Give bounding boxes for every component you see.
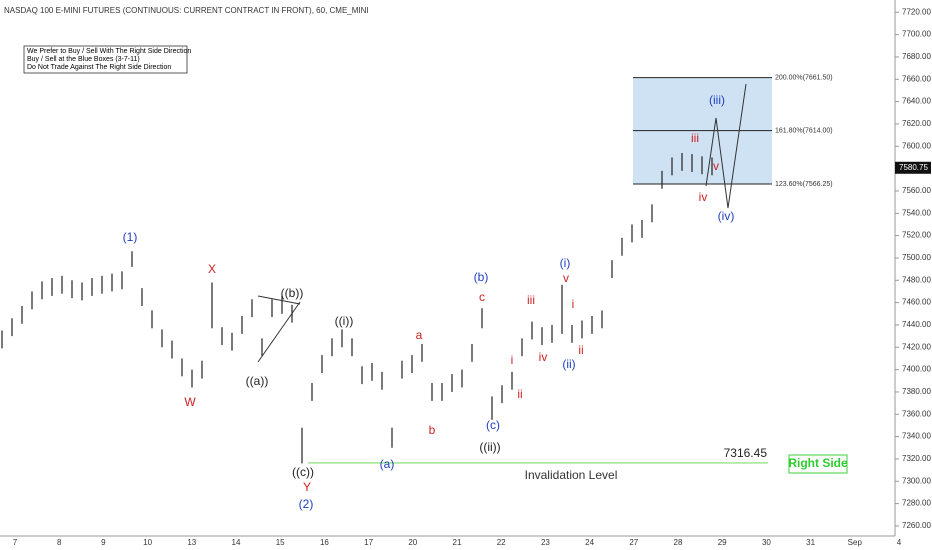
y-tick-label: 7620.00: [902, 119, 931, 128]
wave-label: ((b)): [281, 286, 304, 300]
wave-label: Y: [303, 480, 311, 494]
x-tick-label: 9: [101, 538, 106, 547]
y-tick-label: 7720.00: [902, 7, 931, 16]
wave-label: ((ii)): [479, 440, 500, 454]
wave-label: (1): [123, 230, 138, 244]
x-tick-label: Sep: [848, 538, 863, 547]
x-tick-label: 13: [187, 538, 196, 547]
wave-label: v: [713, 159, 719, 173]
wave-label: i: [511, 353, 514, 367]
wave-label: ii: [578, 343, 583, 357]
wave-label: b: [429, 423, 436, 437]
chart-title: NASDAQ 100 E-MINI FUTURES (CONTINUOUS: C…: [4, 6, 369, 15]
invalidation-value: 7316.45: [724, 446, 768, 460]
x-tick-label: 22: [497, 538, 506, 547]
y-tick-label: 7600.00: [902, 141, 931, 150]
x-tick-label: 14: [232, 538, 241, 547]
y-tick-label: 7700.00: [902, 30, 931, 39]
wave-label: iii: [691, 131, 699, 145]
right-side-box: [788, 454, 848, 474]
x-tick-label: 31: [806, 538, 815, 547]
x-tick-label: 16: [320, 538, 329, 547]
x-tick-label: 8: [57, 538, 62, 547]
triangle-line: [257, 295, 301, 305]
x-tick-label: 10: [143, 538, 152, 547]
wave-label: ((a)): [246, 374, 269, 388]
x-tick-label: 4: [897, 538, 902, 547]
wave-label: (2): [299, 497, 314, 511]
note: We Prefer to Buy / Sell With The Right S…: [27, 48, 191, 55]
x-tick-label: 15: [276, 538, 285, 547]
y-tick-label: 7640.00: [902, 97, 931, 106]
y-tick-label: 7420.00: [902, 342, 931, 351]
x-tick-label: 24: [585, 538, 594, 547]
y-tick-label: 7680.00: [902, 52, 931, 61]
y-tick-label: 7300.00: [902, 476, 931, 485]
y-tick-label: 7480.00: [902, 275, 931, 284]
y-tick-label: 7660.00: [902, 74, 931, 83]
x-tick-label: 20: [408, 538, 417, 547]
y-tick-label: 7320.00: [902, 454, 931, 463]
x-tick-label: 27: [629, 538, 638, 547]
wave-label: (iv): [718, 209, 735, 223]
price-tag: [895, 161, 931, 174]
wave-label: iii: [527, 293, 535, 307]
wave-label: (c): [486, 418, 500, 432]
fib-label: 123.60%(7566.25): [775, 181, 833, 188]
wave-label: ii: [517, 387, 522, 401]
y-tick-label: 7460.00: [902, 298, 931, 307]
y-tick-label: 7280.00: [902, 499, 931, 508]
x-tick-label: 30: [762, 538, 771, 547]
x-tick-label: 7: [13, 538, 18, 547]
y-tick-label: 7360.00: [902, 409, 931, 418]
fib-label: 200.00%(7661.50): [775, 74, 833, 81]
wave-label: X: [208, 262, 216, 276]
price-tag-label: 7580.75: [899, 163, 928, 172]
note: Buy / Sell at the Blue Boxes (3-7-11): [27, 56, 140, 63]
wave-label: W: [184, 395, 196, 409]
wave-label: (i): [560, 256, 571, 270]
y-tick-label: 7340.00: [902, 432, 931, 441]
wave-label: ((i)): [335, 314, 354, 328]
y-tick-label: 7400.00: [902, 365, 931, 374]
invalidation-label: Invalidation Level: [525, 468, 618, 482]
wave-label: i: [572, 297, 575, 311]
y-tick-label: 7520.00: [902, 231, 931, 240]
x-tick-label: 17: [364, 538, 373, 547]
wave-label: ((c)): [292, 465, 314, 479]
projection-path: [705, 83, 747, 209]
y-tick-label: 7260.00: [902, 521, 931, 530]
wave-label: v: [563, 271, 569, 285]
wave-label: (b): [474, 270, 489, 284]
y-tick-label: 7440.00: [902, 320, 931, 329]
wave-label: a: [416, 328, 423, 342]
wave-label: iv: [539, 350, 548, 364]
x-tick-label: 21: [453, 538, 462, 547]
wave-label: (iii): [709, 93, 725, 107]
fib-label: 161.80%(7614.00): [775, 127, 833, 134]
wave-label: iv: [699, 190, 708, 204]
triangle-line: [257, 301, 301, 363]
y-tick-label: 7380.00: [902, 387, 931, 396]
right-side-label: Right Side: [788, 456, 848, 470]
y-tick-label: 7500.00: [902, 253, 931, 262]
note-box: [23, 45, 188, 74]
x-tick-label: 29: [718, 538, 727, 547]
x-tick-label: 28: [674, 538, 683, 547]
y-tick-label: 7540.00: [902, 208, 931, 217]
wave-label: (ii): [562, 357, 575, 371]
x-tick-label: 23: [541, 538, 550, 547]
note: Do Not Trade Against The Right Side Dire…: [27, 64, 171, 71]
wave-label: (a): [380, 457, 395, 471]
wave-label: c: [479, 290, 485, 304]
y-tick-label: 7560.00: [902, 186, 931, 195]
